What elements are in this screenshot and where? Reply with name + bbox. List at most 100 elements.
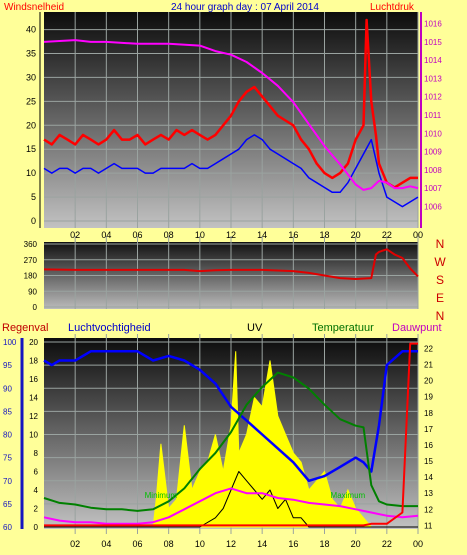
x-tick-label: 00 (413, 230, 423, 240)
x-tick-label: 12 (226, 539, 236, 549)
humidity-y-tick-label: 60 (3, 523, 12, 532)
uv-y-tick-label: 8 (34, 449, 39, 458)
humidity-y-tick-label: 80 (3, 431, 12, 440)
x-tick-label: 18 (319, 230, 329, 240)
x-tick-label: 06 (132, 230, 142, 240)
compass-label: S (436, 273, 444, 287)
uv-label: UV (247, 322, 263, 334)
direction-y-tick-label: 90 (28, 287, 37, 296)
wind-y-tick-label: 35 (26, 49, 36, 59)
uv-y-tick-label: 20 (29, 338, 38, 347)
uv-y-tick-label: 0 (34, 523, 39, 532)
x-tick-label: 10 (195, 539, 205, 549)
direction-y-tick-label: 0 (33, 303, 38, 312)
x-tick-label: 16 (288, 539, 298, 549)
humidity-line (43, 350, 418, 483)
uv-y-tick-label: 10 (29, 431, 38, 440)
pressure-y-tick-label: 1007 (424, 184, 442, 193)
humidity-y-tick-label: 70 (3, 477, 12, 486)
uv-y-tick-label: 6 (34, 468, 39, 477)
dewpoint-label: Dauwpunt (392, 322, 442, 334)
humidity-label: Luchtvochtigheid (68, 322, 151, 334)
x-tick-label: 08 (164, 230, 174, 240)
wind-gust-line (43, 18, 418, 189)
min-max-annotation: Maximum (331, 491, 366, 500)
wind-speed-axis-title: Windsnelheid (4, 2, 64, 13)
pressure-y-tick-label: 1016 (424, 20, 442, 29)
x-tick-label: 08 (164, 539, 174, 549)
x-tick-label: 02 (70, 539, 80, 549)
pressure-y-tick-label: 1015 (424, 38, 442, 47)
temperature-y-tick-label: 21 (424, 361, 433, 370)
humidity-y-tick-label: 100 (3, 338, 17, 347)
x-tick-label: 22 (382, 230, 392, 240)
humidity-y-tick-label: 95 (3, 361, 12, 370)
x-tick-label: 18 (319, 539, 329, 549)
uv-line (44, 471, 418, 528)
temperature-y-tick-label: 13 (424, 489, 433, 498)
wind-y-tick-label: 30 (26, 72, 36, 82)
graph-title: 24 hour graph day : 07 April 2014 (171, 2, 319, 13)
humidity-y-tick-label: 65 (3, 500, 12, 509)
x-tick-label: 00 (413, 539, 423, 549)
humidity-y-tick-label: 85 (3, 407, 12, 416)
x-tick-label: 20 (351, 539, 361, 549)
wind-y-tick-label: 20 (26, 120, 36, 130)
temperature-y-tick-label: 19 (424, 393, 433, 402)
wind-speed-line (43, 134, 419, 208)
pressure-y-tick-label: 1008 (424, 166, 442, 175)
x-tick-label: 16 (288, 230, 298, 240)
temperature-y-tick-label: 18 (424, 409, 433, 418)
rain-label: Regenval (2, 322, 48, 334)
temperature-y-tick-label: 12 (424, 505, 433, 514)
wind-direction-line (43, 248, 419, 280)
uv-y-tick-label: 4 (34, 486, 39, 495)
pressure-y-tick-label: 1006 (424, 202, 442, 211)
pressure-y-tick-label: 1014 (424, 56, 442, 65)
rain-line (44, 342, 418, 527)
pressure-axis-title: Luchtdruk (370, 2, 415, 13)
x-tick-label: 06 (132, 539, 142, 549)
pressure-line (43, 39, 419, 191)
x-tick-label: 14 (257, 539, 267, 549)
x-tick-label: 02 (70, 230, 80, 240)
wind-y-tick-label: 40 (26, 25, 36, 35)
x-tick-label: 10 (195, 230, 205, 240)
humidity-y-tick-label: 90 (3, 384, 12, 393)
humidity-y-tick-label: 75 (3, 454, 12, 463)
pressure-y-tick-label: 1010 (424, 129, 442, 138)
temperature-y-tick-label: 15 (424, 457, 433, 466)
temperature-line (43, 371, 418, 512)
solar-radiation-area (44, 351, 418, 528)
temperature-y-tick-label: 17 (424, 425, 433, 434)
compass-label: N (436, 309, 445, 323)
wind-y-tick-label: 25 (26, 96, 36, 106)
uv-y-tick-label: 2 (34, 505, 39, 514)
compass-label: E (436, 291, 444, 305)
temperature-y-tick-label: 11 (424, 521, 433, 530)
direction-y-tick-label: 270 (24, 256, 38, 265)
x-tick-label: 04 (101, 539, 111, 549)
uv-y-tick-label: 14 (29, 394, 38, 403)
dewpoint-line (43, 487, 419, 525)
wind-y-tick-label: 0 (31, 216, 36, 226)
temperature-y-tick-label: 20 (424, 377, 433, 386)
uv-y-tick-label: 12 (29, 412, 38, 421)
compass-label: N (436, 237, 445, 251)
x-tick-label: 12 (226, 230, 236, 240)
wind-y-tick-label: 10 (26, 168, 36, 178)
min-max-annotation: Minimum (145, 491, 178, 500)
x-tick-label: 22 (382, 539, 392, 549)
wind-y-tick-label: 15 (26, 144, 36, 154)
x-tick-label: 04 (101, 230, 111, 240)
temperature-y-tick-label: 22 (424, 344, 433, 353)
direction-y-tick-label: 360 (24, 240, 38, 249)
pressure-y-tick-label: 1013 (424, 74, 442, 83)
uv-y-tick-label: 16 (29, 375, 38, 384)
pressure-y-tick-label: 1011 (424, 111, 442, 120)
pressure-y-tick-label: 1009 (424, 148, 442, 157)
x-tick-label: 20 (351, 230, 361, 240)
wind-y-tick-label: 5 (31, 192, 36, 202)
